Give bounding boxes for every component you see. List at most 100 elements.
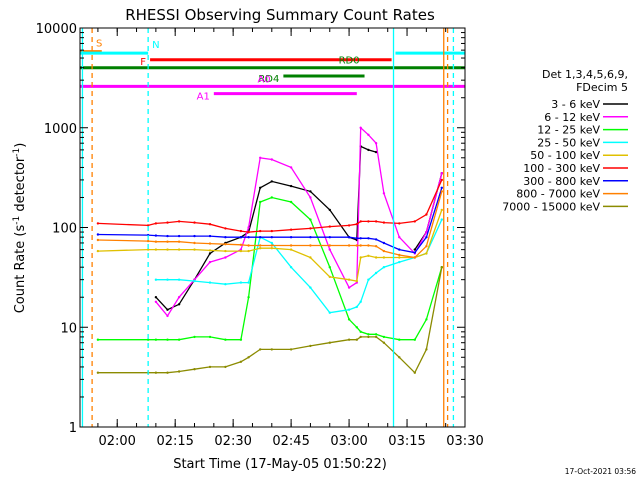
series-3-point-11 [270,241,273,245]
series-line-6 [97,187,443,254]
series-4-point-10 [259,247,262,250]
series-3-point-24 [440,218,443,221]
series-5-point-10 [259,229,262,233]
series-8-point-17 [359,335,362,339]
series-8-point-18 [367,335,370,339]
series-3-point-7 [224,283,227,286]
series-1-point-11 [270,158,273,161]
state-bar-label-1: N [152,40,159,51]
series-2-point-13 [309,218,312,221]
series-6-point-22 [413,251,416,254]
series-8-point-21 [398,356,401,359]
series-2-point-18 [367,333,370,336]
series-0-point-19 [374,150,378,154]
series-3-point-17 [359,300,362,303]
series-2-point-17 [359,330,362,333]
y-axis-label-main: Count Rate (s [13,225,28,314]
series-3-point-18 [367,278,370,281]
series-1-point-18 [367,133,370,136]
state-bar-label-7: A1 [197,92,210,103]
y-tick-label-4: 10000 [36,22,77,37]
series-8-point-23 [425,348,428,351]
series-7-point-16 [355,244,358,247]
x-tick-label-1: 02:15 [156,434,193,449]
series-2-point-3 [166,338,169,341]
series-7-point-17 [359,244,362,247]
series-7-point-6 [208,242,212,245]
legend-label-7: 800 - 7000 keV [516,188,600,201]
series-4-point-11 [270,247,273,250]
series-8-point-12 [289,348,293,351]
series-8-point-20 [382,341,386,344]
series-5-point-21 [398,222,401,225]
series-2-point-7 [224,338,227,341]
series-4-point-3 [166,248,169,251]
series-6-point-8 [239,236,243,239]
vertical-markers-layer [81,28,455,427]
series-8-point-6 [208,365,212,369]
series-7-point-12 [289,244,293,247]
state-bar-label-0: S [96,39,102,50]
series-2-point-5 [193,335,196,339]
series-2-point-8 [239,338,243,341]
series-3-point-21 [398,260,401,264]
legend-label-6: 300 - 800 keV [523,175,600,188]
series-3-point-8 [239,281,243,284]
series-7-point-7 [224,243,227,246]
series-4-point-8 [239,249,243,253]
series-0-point-14 [328,208,331,212]
state-bar-label-4: RD0 [339,56,360,67]
series-5-point-13 [309,227,312,230]
series-1-point-13 [309,196,312,199]
x-tick-label-4: 03:00 [330,434,367,449]
series-2-point-15 [347,318,351,321]
series-7-point-11 [270,244,273,247]
series-1-point-17 [359,126,362,129]
series-5-point-14 [328,225,331,228]
legend-label-0: 3 - 6 keV [551,98,600,111]
series-4-point-13 [309,256,312,259]
chart-title: RHESSI Observing Summary Count Rates [125,6,435,24]
series-6-point-21 [398,248,401,251]
series-3-point-3 [166,278,169,281]
series-6-point-17 [359,237,362,240]
series-5-point-9 [247,230,250,234]
series-line-1 [155,126,443,318]
legend-header-line-2: FDecim 5 [576,81,628,94]
series-4-point-24 [440,208,443,212]
y-axis-label: Count Rate (s-1 detector-1) [12,143,28,314]
series-8-point-19 [374,335,378,339]
series-5-point-3 [166,221,169,224]
series-5-point-11 [270,229,273,233]
legend-label-3: 25 - 50 keV [537,136,600,149]
series-1-point-7 [224,256,227,259]
series-4-point-0 [96,249,100,253]
series-6-point-0 [96,233,100,236]
series-2-point-2 [154,338,158,341]
axis-layer: 02:00 02:15 02:30 02:45 03:00 03:15 03:30 1 10 10… [36,22,484,449]
series-7-point-15 [347,244,351,247]
legend-label-4: 50 - 100 keV [530,149,600,162]
series-3-point-6 [208,281,212,284]
series-4-point-15 [347,278,351,281]
series-7-point-14 [328,244,331,247]
series-8-point-7 [224,365,227,369]
series-7-point-23 [425,245,428,248]
state-bar-label-6: A0 [257,74,270,85]
series-5-point-19 [374,220,378,223]
series-0-point-6 [208,252,212,255]
series-2-point-16 [355,326,358,329]
series-5-point-15 [347,224,351,227]
series-6-point-4 [177,234,181,238]
series-1-point-21 [398,236,401,239]
x-tick-label-6: 03:30 [446,434,483,449]
series-6-point-15 [347,236,351,239]
series-7-point-4 [177,240,181,243]
series-1-point-12 [289,166,293,169]
series-3-point-5 [193,279,196,283]
series-2-point-12 [289,200,293,204]
x-tick-label-2: 02:30 [214,434,251,449]
series-line-8 [97,267,443,374]
